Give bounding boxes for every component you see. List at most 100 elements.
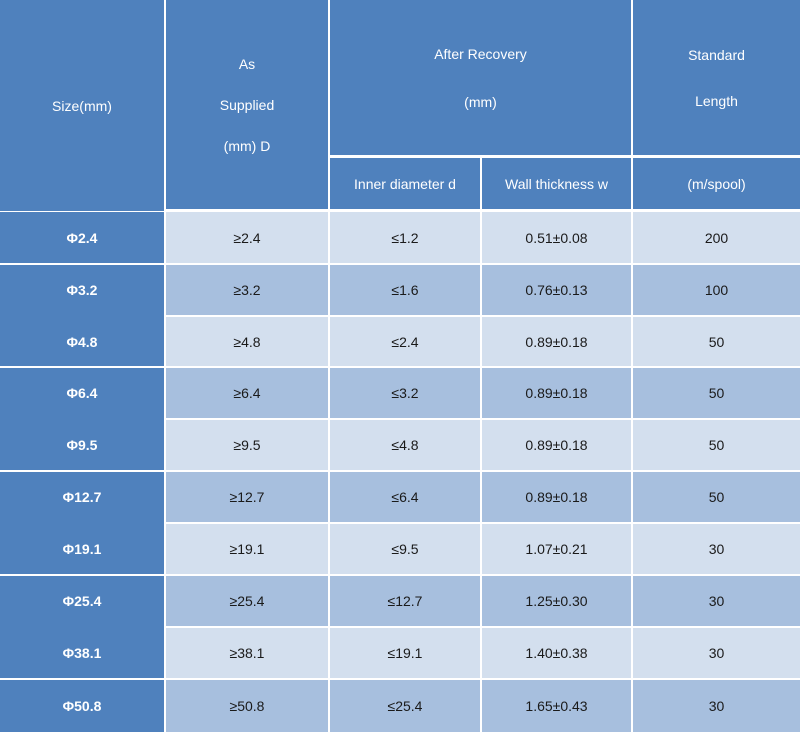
inner-diameter-cell: ≤1.6 xyxy=(330,265,480,315)
size-cell: Φ25.4 xyxy=(0,576,164,626)
size-group xyxy=(0,265,164,366)
supplied-value: ≥19.1 xyxy=(229,541,265,557)
standard-length-value: 50 xyxy=(708,437,725,453)
header-as-supplied-line: (mm) D xyxy=(223,137,271,154)
wall-thickness-cell: 0.89±0.18 xyxy=(482,420,631,470)
size-value: Φ4.8 xyxy=(66,333,98,350)
size-value: Φ12.7 xyxy=(62,489,102,505)
size-cell: Φ38.1 xyxy=(0,628,164,678)
inner-diameter-value: ≤3.2 xyxy=(391,385,419,401)
header-standard-length-unit: (m/spool) xyxy=(633,158,800,209)
size-group xyxy=(0,368,164,470)
inner-diameter-cell: ≤25.4 xyxy=(330,680,480,732)
supplied-value: ≥38.1 xyxy=(229,645,265,661)
size-group xyxy=(0,472,164,574)
standard-length-value: 30 xyxy=(708,698,725,714)
header-standard-length: Standard Length xyxy=(633,0,800,155)
header-after-recovery-line: (mm) xyxy=(464,93,497,110)
size-cell: Φ50.8 xyxy=(0,680,164,732)
supplied-value: ≥3.2 xyxy=(233,282,261,298)
size-cell: Φ9.5 xyxy=(0,420,164,470)
wall-thickness-cell: 1.40±0.38 xyxy=(482,628,631,678)
supplied-cell: ≥19.1 xyxy=(166,524,328,574)
standard-length-cell: 50 xyxy=(633,368,800,418)
size-cell: Φ6.4 xyxy=(0,368,164,418)
supplied-value: ≥2.4 xyxy=(233,229,261,246)
standard-length-cell: 50 xyxy=(633,317,800,366)
inner-diameter-cell: ≤12.7 xyxy=(330,576,480,626)
standard-length-value: 100 xyxy=(704,282,729,298)
supplied-cell: ≥3.2 xyxy=(166,265,328,315)
supplied-value: ≥6.4 xyxy=(233,385,261,401)
size-cell: Φ12.7 xyxy=(0,472,164,522)
supplied-cell: ≥50.8 xyxy=(166,680,328,732)
standard-length-value: 30 xyxy=(708,593,725,609)
size-group xyxy=(0,212,164,263)
wall-thickness-value: 1.25±0.30 xyxy=(525,593,588,609)
wall-thickness-cell: 0.76±0.13 xyxy=(482,265,631,315)
size-cell: Φ2.4 xyxy=(0,212,164,263)
supplied-cell: ≥6.4 xyxy=(166,368,328,418)
supplied-value: ≥4.8 xyxy=(233,333,261,350)
wall-thickness-cell: 1.65±0.43 xyxy=(482,680,631,732)
supplied-cell: ≥38.1 xyxy=(166,628,328,678)
wall-thickness-value: 0.89±0.18 xyxy=(525,437,588,453)
size-group xyxy=(0,680,164,732)
size-value: Φ25.4 xyxy=(62,593,102,609)
inner-diameter-cell: ≤3.2 xyxy=(330,368,480,418)
supplied-cell: ≥9.5 xyxy=(166,420,328,470)
header-as-supplied-line: As xyxy=(238,55,256,72)
standard-length-cell: 30 xyxy=(633,524,800,574)
header-standard-length-line: Length xyxy=(695,92,738,109)
standard-length-cell: 30 xyxy=(633,628,800,678)
size-value: Φ9.5 xyxy=(66,437,98,453)
standard-length-value: 50 xyxy=(708,489,725,505)
standard-length-cell: 50 xyxy=(633,420,800,470)
inner-diameter-cell: ≤1.2 xyxy=(330,212,480,263)
header-after-recovery: After Recovery (mm) xyxy=(330,0,631,155)
size-cell: Φ4.8 xyxy=(0,317,164,366)
standard-length-cell: 50 xyxy=(633,472,800,522)
wall-thickness-value: 1.40±0.38 xyxy=(525,645,588,661)
header-standard-length-unit-label: (m/spool) xyxy=(687,175,746,192)
size-value: Φ2.4 xyxy=(66,229,98,246)
supplied-value: ≥9.5 xyxy=(233,437,261,453)
header-wall-thickness-label: Wall thickness w xyxy=(505,175,608,192)
supplied-cell: ≥25.4 xyxy=(166,576,328,626)
header-as-supplied-line: Supplied xyxy=(219,96,275,113)
supplied-value: ≥25.4 xyxy=(229,593,265,609)
header-wall-thickness: Wall thickness w xyxy=(482,158,631,209)
inner-diameter-cell: ≤19.1 xyxy=(330,628,480,678)
wall-thickness-cell: 0.89±0.18 xyxy=(482,472,631,522)
header-after-recovery-line: After Recovery xyxy=(434,45,527,62)
size-group xyxy=(0,576,164,678)
header-size: Size(mm) xyxy=(0,0,164,211)
wall-thickness-cell: 0.51±0.08 xyxy=(482,212,631,263)
inner-diameter-cell: ≤6.4 xyxy=(330,472,480,522)
wall-thickness-value: 0.89±0.18 xyxy=(525,489,588,505)
size-value: Φ6.4 xyxy=(66,385,98,401)
wall-thickness-value: 1.07±0.21 xyxy=(525,541,588,557)
header-inner-diameter: Inner diameter d xyxy=(330,158,480,209)
size-value: Φ38.1 xyxy=(62,645,102,661)
wall-thickness-cell: 1.25±0.30 xyxy=(482,576,631,626)
standard-length-cell: 200 xyxy=(633,212,800,263)
standard-length-value: 50 xyxy=(708,385,725,401)
inner-diameter-value: ≤9.5 xyxy=(391,541,419,557)
size-cell: Φ3.2 xyxy=(0,265,164,315)
supplied-cell: ≥4.8 xyxy=(166,317,328,366)
standard-length-cell: 100 xyxy=(633,265,800,315)
inner-diameter-cell: ≤2.4 xyxy=(330,317,480,366)
standard-length-value: 30 xyxy=(708,645,725,661)
wall-thickness-value: 0.76±0.13 xyxy=(525,282,588,298)
wall-thickness-value: 0.89±0.18 xyxy=(525,333,588,350)
supplied-cell: ≥2.4 xyxy=(166,212,328,263)
wall-thickness-value: 0.51±0.08 xyxy=(525,229,588,246)
inner-diameter-value: ≤1.2 xyxy=(391,229,419,246)
supplied-value: ≥12.7 xyxy=(229,489,265,505)
standard-length-cell: 30 xyxy=(633,576,800,626)
size-value: Φ3.2 xyxy=(66,282,98,298)
size-cell: Φ19.1 xyxy=(0,524,164,574)
inner-diameter-value: ≤19.1 xyxy=(387,645,423,661)
inner-diameter-value: ≤25.4 xyxy=(387,698,423,714)
